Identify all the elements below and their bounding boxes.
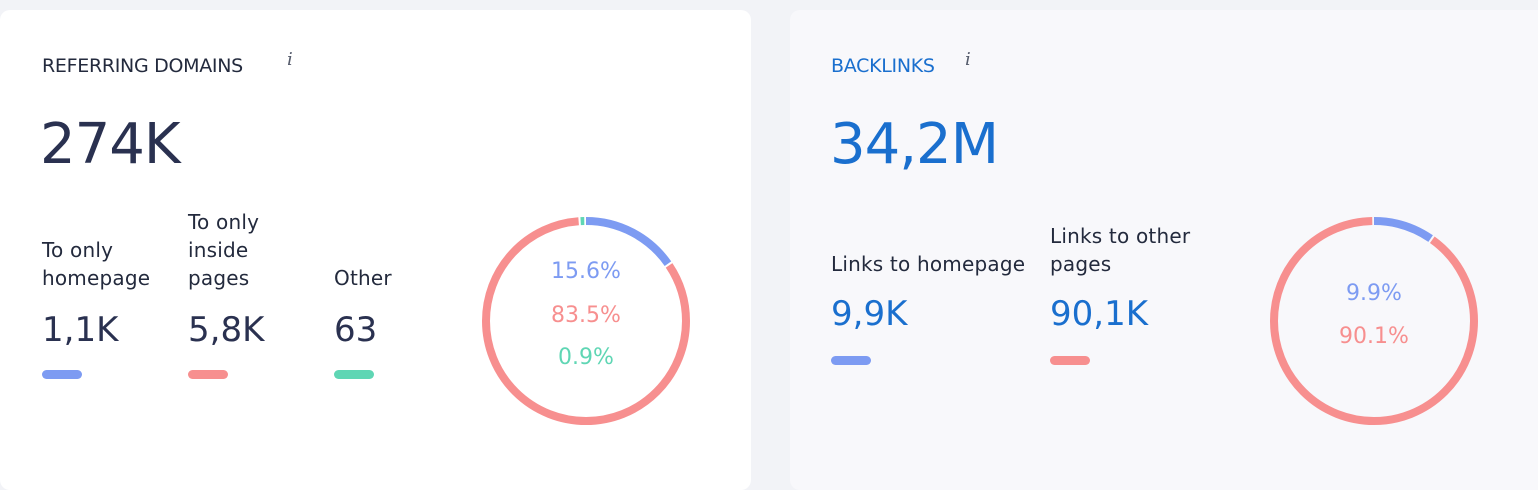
donut-label-links-homepage: 9.9% <box>1346 281 1402 306</box>
donut-slice-inside-pages[interactable] <box>482 217 690 425</box>
donut-label-inside-pages: 83.5% <box>551 303 621 328</box>
stat-links-homepage-legend-pill <box>831 356 871 365</box>
backlinks-info-icon[interactable]: i <box>965 49 971 70</box>
donut-slice-links-homepage[interactable] <box>1270 217 1478 425</box>
donut-slice-links-other[interactable] <box>1270 217 1478 425</box>
donut-label-links-other: 90.1% <box>1339 324 1409 349</box>
referring-domains-card: REFERRING DOMAINS i 274K To only homepag… <box>0 10 751 490</box>
stat-other-value: 63 <box>334 310 378 350</box>
stat-homepage-label-line: homepage <box>42 266 151 290</box>
backlinks-card: BACKLINKS i 34,2M Links to homepage 9,9K… <box>790 10 1538 490</box>
referring-domains-total: 274K <box>40 112 181 177</box>
backlinks-title[interactable]: BACKLINKS <box>831 55 935 77</box>
stat-other-legend-pill <box>334 370 374 379</box>
backlinks-donut-chart <box>1270 217 1478 425</box>
donut-slice-homepage[interactable] <box>482 217 690 425</box>
stat-inside-pages-label-line: To only <box>188 210 260 234</box>
stat-links-other-legend-pill <box>1050 356 1090 365</box>
referring-domains-donut-chart <box>482 217 690 425</box>
stat-links-other-label-line: pages <box>1050 252 1112 276</box>
stat-inside-pages-label-line: inside <box>188 238 249 262</box>
stat-other-label-line: Other <box>334 266 392 290</box>
stat-homepage-legend-pill <box>42 370 82 379</box>
stat-other-label: Other <box>334 264 392 292</box>
stat-homepage-value: 1,1K <box>42 310 119 350</box>
stat-homepage-label-line: To only <box>42 238 114 262</box>
stat-links-homepage-label-line: Links to homepage <box>831 252 1026 276</box>
stat-inside-pages-label-line: pages <box>188 266 250 290</box>
referring-domains-title[interactable]: REFERRING DOMAINS <box>42 55 243 77</box>
stat-links-other-value: 90,1K <box>1050 294 1148 334</box>
stat-inside-pages-label: To only inside pages <box>188 208 259 292</box>
stat-links-homepage-value: 9,9K <box>831 294 908 334</box>
stat-links-other-label-line: Links to other <box>1050 224 1191 248</box>
stat-inside-pages-value: 5,8K <box>188 310 265 350</box>
stat-links-homepage-label: Links to homepage <box>831 250 1025 278</box>
stat-inside-pages-legend-pill <box>188 370 228 379</box>
backlinks-total: 34,2M <box>830 112 999 177</box>
donut-label-homepage: 15.6% <box>551 259 621 284</box>
stat-homepage-label: To only homepage <box>42 236 150 292</box>
donut-label-other: 0.9% <box>558 345 614 370</box>
referring-domains-info-icon[interactable]: i <box>287 49 293 70</box>
stat-links-other-label: Links to other pages <box>1050 222 1190 278</box>
